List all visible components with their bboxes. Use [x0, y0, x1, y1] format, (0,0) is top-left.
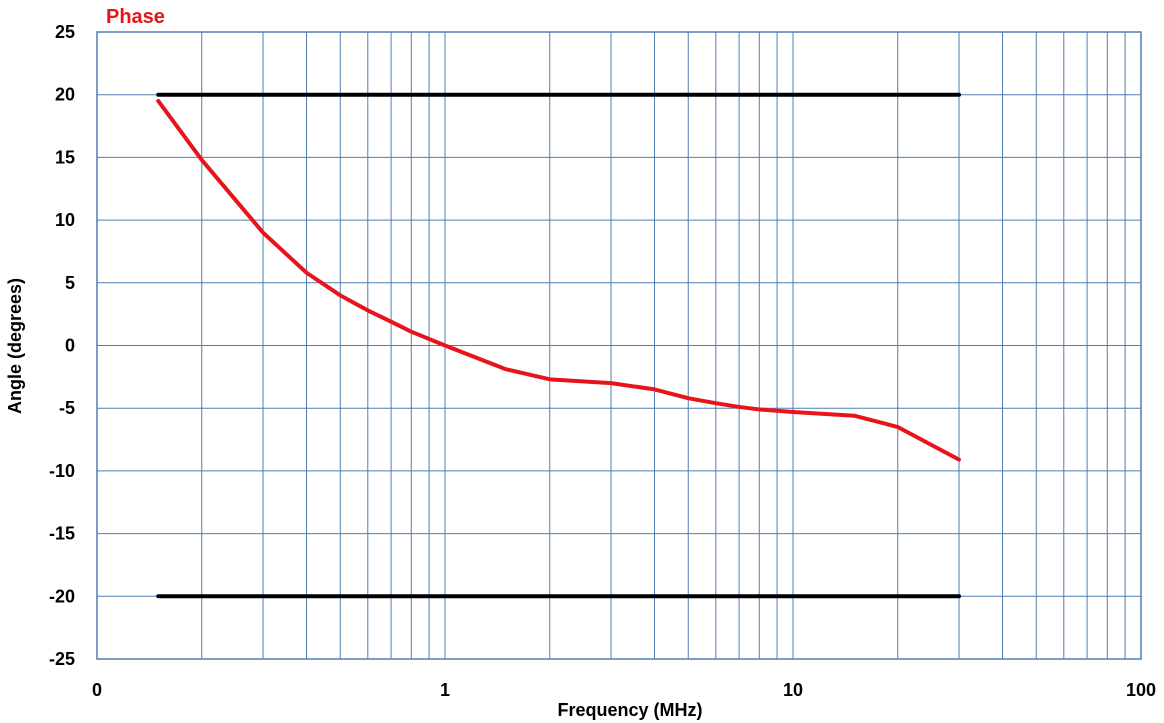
plot-area	[96, 31, 1142, 660]
series-group	[156, 92, 962, 599]
chart-title: Phase	[106, 6, 165, 28]
y-tick-label: -25	[49, 649, 75, 669]
x-tick-label: 100	[1126, 680, 1156, 700]
y-tick-labels: 25 20 15 10 5 0 -5 -10 -15 -20 -25	[49, 22, 75, 669]
plot-frame	[96, 31, 1142, 660]
y-axis-title: Angle (degrees)	[5, 278, 25, 414]
y-tick-label: -20	[49, 586, 75, 606]
y-tick-label: -10	[49, 461, 75, 481]
y-tick-label: 5	[65, 273, 75, 293]
y-tick-label: -5	[59, 398, 75, 418]
x-tick-label: 10	[783, 680, 803, 700]
series-line-phase	[156, 98, 962, 462]
y-tick-label: 25	[55, 22, 75, 42]
y-tick-label: 0	[65, 336, 75, 356]
x-tick-label: 0	[92, 680, 102, 700]
y-tick-label: 10	[55, 210, 75, 230]
y-tick-label: 20	[55, 85, 75, 105]
x-axis-title: Frequency (MHz)	[557, 700, 702, 720]
x-tick-labels: 0 1 10 100	[92, 680, 1156, 700]
y-tick-label: 15	[55, 147, 75, 167]
y-tick-label: -15	[49, 524, 75, 544]
x-tick-label: 1	[440, 680, 450, 700]
grid	[96, 31, 1142, 660]
